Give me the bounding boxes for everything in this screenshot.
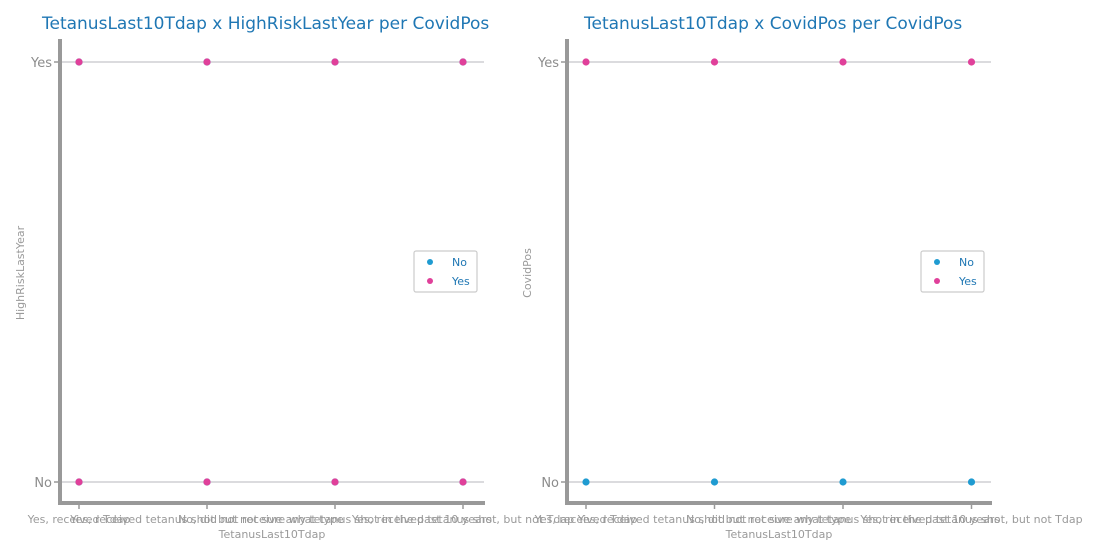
legend: No Yes: [413, 250, 478, 293]
legend-marker-yes: [427, 278, 433, 284]
data-point-no: [967, 478, 976, 486]
chart-title: TetanusLast10Tdap x HighRiskLastYear per…: [41, 14, 489, 34]
data-point-yes: [582, 58, 590, 66]
legend-label: No: [452, 256, 467, 269]
data-point-yes: [710, 58, 719, 66]
data-point-yes: [459, 58, 467, 66]
data-point-yes: [459, 478, 467, 486]
x-tick-label: Yes, received tetanus shot, but not Tdap: [859, 513, 1082, 526]
data-point-no: [710, 478, 719, 486]
data-point-yes: [839, 58, 847, 66]
legend-label: Yes: [958, 275, 977, 288]
chart-panel-2: TetanusLast10Tdap x CovidPos per CovidPo…: [521, 14, 1083, 541]
legend: No Yes: [920, 250, 985, 293]
legend-label: No: [959, 256, 974, 269]
chart-title: TetanusLast10Tdap x CovidPos per CovidPo…: [583, 14, 962, 34]
y-tick-label: Yes: [30, 56, 52, 71]
data-point-yes: [331, 478, 339, 486]
x-tick-label: No, did not receive any tetanus shot in …: [686, 513, 1000, 526]
data-point-yes: [331, 58, 339, 66]
data-point-yes: [203, 58, 211, 66]
data-point-yes: [967, 58, 976, 66]
x-tick-label: Yes, received Tdap: [534, 513, 638, 526]
data-point-yes: [203, 478, 211, 486]
legend-marker-yes: [934, 278, 940, 284]
y-axis-label: HighRiskLastYear: [14, 225, 27, 320]
x-tick-label: Yes, received tetanus shot, but not Tdap: [351, 513, 574, 526]
data-point-yes: [75, 58, 83, 66]
x-tick-label: Yes, received Tdap: [27, 513, 131, 526]
chart-panel-1: TetanusLast10Tdap x HighRiskLastYear per…: [14, 14, 574, 541]
data-point-no: [839, 478, 847, 486]
y-axis-label: CovidPos: [521, 248, 534, 298]
x-tick-label: Yes, received tetanus shot but not sure …: [577, 513, 852, 526]
data-point-no: [582, 478, 590, 486]
y-tick-label: Yes: [537, 56, 559, 71]
x-axis-label: TetanusLast10Tdap: [218, 528, 326, 541]
legend-marker-no: [427, 259, 433, 265]
x-tick-label: No, did not receive any tetanus shot in …: [178, 513, 492, 526]
x-tick-label: Yes, received tetanus shot but not sure …: [69, 513, 344, 526]
legend-marker-no: [934, 259, 940, 265]
data-point-yes: [75, 478, 83, 486]
y-tick-label: No: [541, 476, 559, 491]
x-axis-label: TetanusLast10Tdap: [725, 528, 833, 541]
legend-label: Yes: [451, 275, 470, 288]
y-tick-label: No: [34, 476, 52, 491]
